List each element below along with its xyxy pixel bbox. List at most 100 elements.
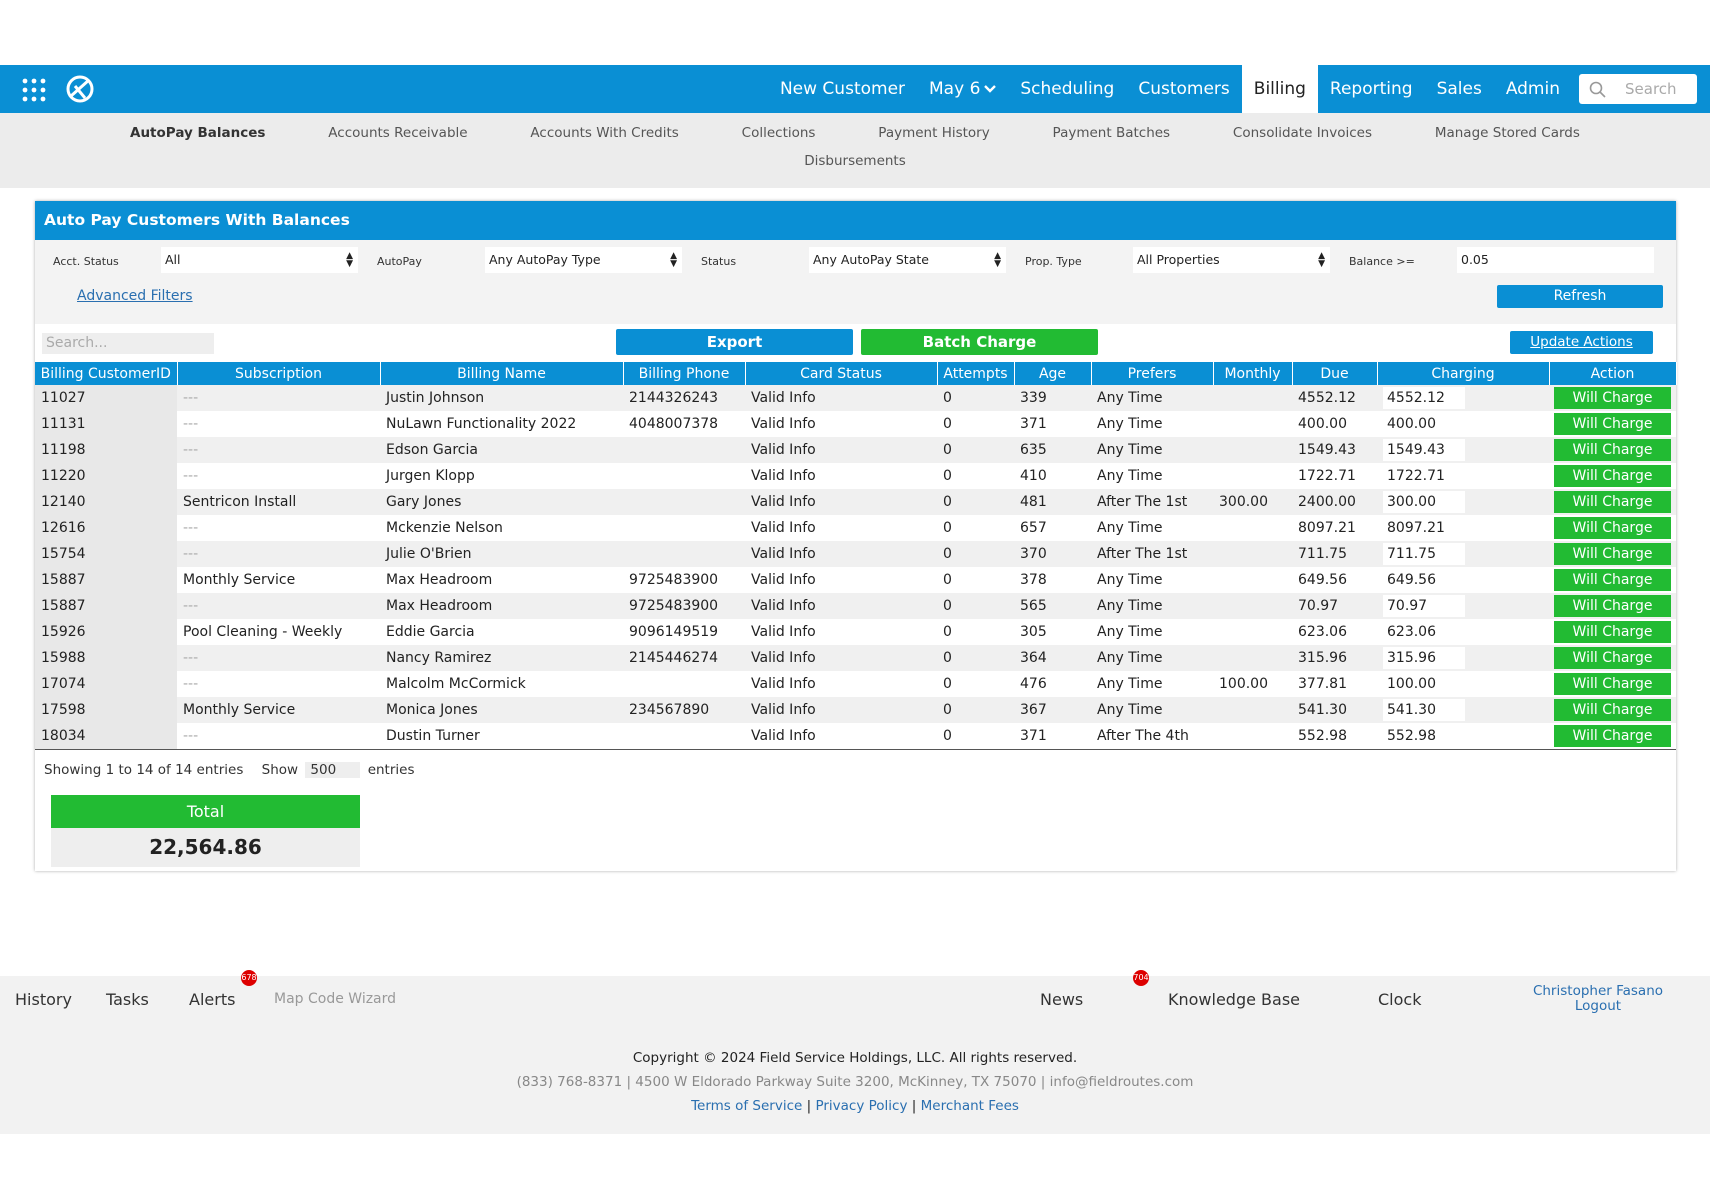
advanced-filters[interactable]: Advanced Filters: [77, 288, 193, 304]
nav-item[interactable]: May 6: [917, 65, 1008, 113]
column-header[interactable]: Action: [1549, 362, 1677, 385]
column-header[interactable]: Monthly: [1213, 362, 1293, 385]
table: Billing CustomerID Subscription Billing Na…: [35, 362, 1677, 750]
footer-link[interactable]: Terms of Service: [691, 1098, 803, 1114]
map-code-wizard[interactable]: Map Code Wizard: [274, 991, 397, 1007]
apps-icon[interactable]: [22, 78, 46, 102]
will-charge-button[interactable]: Will Charge: [1554, 491, 1671, 513]
sub-items: AutoPay Balances Accounts Receivable Accou…: [100, 123, 1610, 171]
charging-input[interactable]: 4552.12: [1383, 387, 1465, 409]
cell-text: Any Time: [1097, 650, 1163, 666]
column-header[interactable]: Billing CustomerID: [35, 362, 178, 385]
table-search[interactable]: Search...: [42, 333, 214, 354]
batch-charge-button[interactable]: Batch Charge: [861, 329, 1098, 355]
nav-item[interactable]: Reporting: [1329, 79, 1413, 99]
nav-item[interactable]: Scheduling: [1020, 79, 1115, 99]
history[interactable]: History: [15, 990, 72, 1009]
cell-text: 17074: [41, 676, 86, 692]
cell: ---: [177, 437, 380, 463]
will-charge-button[interactable]: Will Charge: [1554, 595, 1671, 617]
logout[interactable]: Logout: [1574, 998, 1622, 1014]
alerts[interactable]: Alerts: [189, 990, 236, 1009]
nav-item[interactable]: Billing: [1241, 65, 1318, 113]
will-charge-button[interactable]: Will Charge: [1554, 699, 1671, 721]
sub-nav-item[interactable]: Payment History: [878, 125, 990, 141]
filter-select[interactable]: 0.05: [1457, 247, 1654, 273]
will-charge-button[interactable]: Will Charge: [1554, 387, 1671, 409]
sub-nav-item[interactable]: Consolidate Invoices: [1232, 125, 1372, 141]
news[interactable]: News: [1040, 990, 1084, 1009]
nav-item[interactable]: Customers: [1138, 79, 1230, 99]
charging-input[interactable]: 300.00: [1383, 491, 1465, 513]
filter-select[interactable]: All Properties ▲ ▼: [1133, 247, 1330, 273]
page-size[interactable]: 500: [305, 762, 361, 778]
nav-item[interactable]: Admin: [1505, 79, 1560, 99]
filter-select[interactable]: Any AutoPay State ▲ ▼: [809, 247, 1006, 273]
column-header[interactable]: Age: [1014, 362, 1092, 385]
tasks[interactable]: Tasks: [106, 990, 149, 1009]
charging-input[interactable]: 400.00: [1387, 416, 1436, 432]
charging-input[interactable]: 552.98: [1387, 727, 1436, 744]
user-name[interactable]: Christopher Fasano: [1532, 983, 1664, 999]
will-charge-button[interactable]: Will Charge: [1554, 517, 1671, 539]
charging-input[interactable]: 623.06: [1387, 624, 1436, 640]
sub-nav-item[interactable]: Payment Batches: [1052, 125, 1171, 141]
will-charge-button[interactable]: Will Charge: [1554, 569, 1671, 591]
cell-text: 0: [943, 650, 952, 666]
will-charge-button[interactable]: Will Charge: [1554, 543, 1671, 565]
cell: Nancy Ramirez: [380, 645, 623, 671]
will-charge-button[interactable]: Will Charge: [1554, 465, 1671, 487]
cell-text: Max Headroom: [386, 572, 493, 588]
column-header[interactable]: Due: [1292, 362, 1378, 385]
cell: Valid Info: [745, 723, 937, 749]
column-header[interactable]: Subscription: [177, 362, 381, 385]
filter-select[interactable]: Any AutoPay Type ▲ ▼: [485, 247, 682, 273]
search-box[interactable]: Search: [1579, 74, 1697, 104]
caret: [984, 85, 997, 93]
column-header[interactable]: Charging: [1377, 362, 1550, 385]
knowledge-base[interactable]: Knowledge Base: [1168, 990, 1300, 1009]
filter-select[interactable]: All ▲ ▼: [161, 247, 358, 273]
nav-item[interactable]: Sales: [1436, 79, 1482, 99]
cell: 0: [937, 671, 1014, 697]
charging-input[interactable]: 70.97: [1383, 595, 1465, 617]
sub-nav-item[interactable]: AutoPay Balances: [130, 125, 266, 141]
refresh-button[interactable]: Refresh: [1497, 285, 1663, 308]
charging-input[interactable]: 649.56: [1387, 572, 1436, 588]
column-header[interactable]: Attempts: [937, 362, 1015, 385]
charging-input[interactable]: 100.00: [1387, 676, 1436, 692]
charging-input[interactable]: 315.96: [1383, 647, 1465, 669]
sub-nav-item[interactable]: Accounts Receivable: [328, 125, 468, 141]
footer-link[interactable]: Merchant Fees: [920, 1098, 1019, 1114]
cell: Sentricon Install: [177, 489, 380, 515]
clock[interactable]: Clock: [1378, 990, 1422, 1009]
column-header[interactable]: Prefers: [1091, 362, 1214, 385]
sub-nav-item[interactable]: Collections: [741, 125, 816, 141]
charging-input[interactable]: 1722.71: [1387, 468, 1445, 484]
charging-input[interactable]: 1549.43: [1383, 439, 1465, 461]
sub-nav-item[interactable]: Accounts With Credits: [530, 125, 679, 141]
will-charge-button[interactable]: Will Charge: [1554, 621, 1671, 643]
charging-input[interactable]: 541.30: [1383, 699, 1465, 721]
column-header[interactable]: Card Status: [745, 362, 938, 385]
will-charge-button[interactable]: Will Charge: [1554, 724, 1671, 747]
cell-text: Gary Jones: [386, 494, 462, 510]
logo[interactable]: [65, 74, 95, 104]
nav-item[interactable]: New Customer: [779, 79, 906, 99]
column-header[interactable]: Billing Name: [380, 362, 624, 385]
charging-input[interactable]: 711.75: [1383, 543, 1465, 565]
cell: ---: [177, 593, 380, 619]
export-button[interactable]: Export: [616, 329, 853, 355]
update-actions-button[interactable]: Update Actions: [1510, 331, 1653, 354]
column-header[interactable]: Billing Phone: [623, 362, 746, 385]
cell: Valid Info: [745, 437, 937, 463]
will-charge-button[interactable]: Will Charge: [1554, 413, 1671, 435]
will-charge-button[interactable]: Will Charge: [1554, 439, 1671, 461]
footer-link[interactable]: Privacy Policy: [815, 1098, 908, 1114]
will-charge-button[interactable]: Will Charge: [1554, 673, 1671, 695]
sub-nav-item[interactable]: Manage Stored Cards: [1434, 125, 1580, 141]
will-charge-button[interactable]: Will Charge: [1554, 647, 1671, 669]
cell-text: ---: [183, 520, 199, 536]
charging-input[interactable]: 8097.21: [1387, 520, 1445, 536]
sub-nav-item[interactable]: Disbursements: [804, 153, 906, 169]
